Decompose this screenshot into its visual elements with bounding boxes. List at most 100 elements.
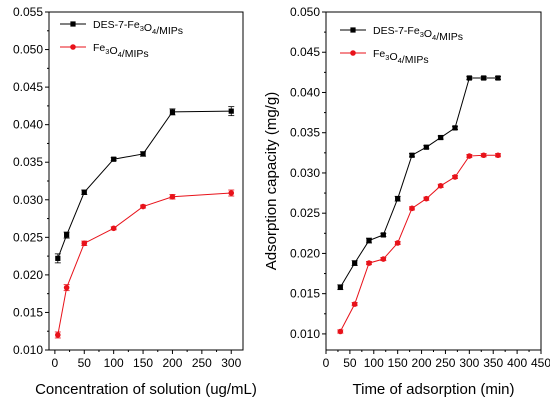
y-tick-label: 0.030 xyxy=(13,193,43,207)
x-tick-label: 300 xyxy=(459,356,479,370)
x-tick-label: 200 xyxy=(162,356,182,370)
data-point xyxy=(480,152,487,159)
data-point xyxy=(395,196,401,202)
data-point xyxy=(423,195,430,202)
y-tick-label: 0.045 xyxy=(13,80,43,94)
chart-panel-0: 0.010 0.015 0.020 0.025 0.030 0.035 0.040 0.045… xyxy=(13,5,257,398)
legend-marker xyxy=(70,44,76,50)
y-tick-label: 0.050 xyxy=(13,43,43,57)
data-point xyxy=(380,232,386,238)
y-tick-label: 0.020 xyxy=(290,246,320,260)
series-0 xyxy=(54,106,235,264)
y-tick-label: 0.045 xyxy=(290,45,320,59)
series-line xyxy=(57,110,232,259)
legend-marker xyxy=(70,21,76,27)
data-point xyxy=(337,328,344,335)
x-tick-label: 50 xyxy=(78,356,92,370)
x-tick-label: 400 xyxy=(507,356,527,370)
data-point xyxy=(63,284,70,291)
legend-item-0: DES-7-Fe3O4/MIPs xyxy=(60,19,183,37)
x-axis-title: Concentration of solution (ug/mL) xyxy=(35,381,257,398)
series-line xyxy=(339,154,498,332)
y-tick-label: 0.035 xyxy=(13,155,43,169)
y-tick-label: 0.025 xyxy=(13,230,43,244)
data-point xyxy=(81,240,88,247)
data-point xyxy=(452,125,458,131)
y-tick-label: 0.030 xyxy=(290,166,320,180)
data-point xyxy=(495,75,501,81)
x-tick-label: 450 xyxy=(531,356,550,370)
data-point xyxy=(481,75,487,81)
data-point xyxy=(409,205,415,212)
series-1 xyxy=(337,152,501,335)
data-point xyxy=(55,332,61,338)
legend-label: DES-7-Fe3O4/MIPs xyxy=(373,25,463,43)
data-point xyxy=(409,152,415,158)
data-point xyxy=(366,237,372,244)
x-tick-label: 350 xyxy=(483,356,503,370)
data-point xyxy=(495,152,501,159)
data-point xyxy=(140,151,146,157)
data-point xyxy=(169,109,176,115)
data-point xyxy=(337,284,343,290)
legend-label: Fe3O4/MIPs xyxy=(93,42,149,60)
series-0 xyxy=(337,75,501,291)
plot-frame xyxy=(48,11,244,351)
x-tick-label: 0 xyxy=(52,356,59,370)
x-tick-label: 0 xyxy=(323,356,330,370)
y-tick-label: 0.010 xyxy=(13,343,43,357)
data-point xyxy=(366,260,372,266)
x-tick-label: 100 xyxy=(364,356,384,370)
y-tick-label: 0.050 xyxy=(290,5,320,19)
data-point xyxy=(452,174,458,180)
series-line xyxy=(57,192,232,336)
x-tick-label: 150 xyxy=(133,356,153,370)
data-point xyxy=(140,203,146,210)
y-tick-label: 0.015 xyxy=(13,305,43,319)
data-point xyxy=(169,193,176,200)
y-tick-label: 0.020 xyxy=(13,268,43,282)
data-point xyxy=(394,240,401,246)
series-line xyxy=(339,77,498,288)
legend-item-1: Fe3O4/MIPs xyxy=(340,48,429,66)
plot-frame xyxy=(325,11,542,351)
y-axis-title: Adsorption capacity (mg/g) xyxy=(263,92,280,270)
data-point xyxy=(228,190,235,196)
legend-item-0: DES-7-Fe3O4/MIPs xyxy=(340,25,463,43)
data-point xyxy=(111,156,117,162)
legend: DES-7-Fe3O4/MIPs Fe3O4/MIPs xyxy=(60,19,183,60)
y-tick-label: 0.055 xyxy=(13,5,43,19)
data-point xyxy=(228,108,234,114)
data-point xyxy=(81,189,87,195)
y-tick-label: 0.040 xyxy=(290,85,320,99)
legend-marker xyxy=(350,50,356,56)
y-tick-label: 0.035 xyxy=(290,126,320,140)
x-tick-label: 50 xyxy=(343,356,357,370)
data-point xyxy=(64,232,70,238)
chart-panel-1: 0.010 0.015 0.020 0.025 0.030 0.035 0.040 0.045… xyxy=(263,5,550,398)
x-tick-label: 150 xyxy=(388,356,408,370)
data-point xyxy=(380,256,387,262)
x-tick-label: 250 xyxy=(192,356,212,370)
x-tick-label: 300 xyxy=(221,356,241,370)
y-tick-label: 0.040 xyxy=(13,118,43,132)
y-tick-label: 0.015 xyxy=(290,287,320,301)
legend-label: Fe3O4/MIPs xyxy=(373,48,429,66)
series-1 xyxy=(54,189,235,339)
x-axis-title: Time of adsorption (min) xyxy=(353,381,515,398)
x-tick-label: 250 xyxy=(435,356,455,370)
data-point xyxy=(466,153,473,159)
x-tick-label: 100 xyxy=(104,356,124,370)
legend-marker xyxy=(350,27,356,33)
x-tick-label: 200 xyxy=(412,356,432,370)
data-point xyxy=(110,225,117,232)
data-point xyxy=(437,183,444,189)
legend: DES-7-Fe3O4/MIPs Fe3O4/MIPs xyxy=(340,25,463,66)
data-point xyxy=(423,144,429,150)
data-point xyxy=(466,75,472,81)
data-point xyxy=(55,255,61,261)
y-tick-label: 0.025 xyxy=(290,206,320,220)
data-point xyxy=(352,260,358,266)
